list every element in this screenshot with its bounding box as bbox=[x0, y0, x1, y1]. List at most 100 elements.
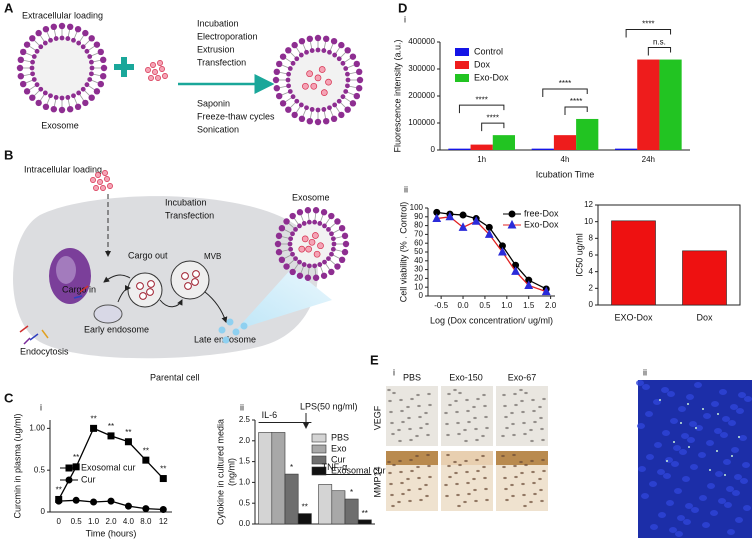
signal bbox=[738, 436, 740, 438]
lipid-head bbox=[314, 34, 322, 42]
lipid-head bbox=[329, 251, 334, 257]
lipid-head bbox=[42, 40, 48, 46]
lipid-head bbox=[50, 23, 58, 31]
lipid-head bbox=[338, 41, 345, 49]
lipid-tail bbox=[333, 254, 340, 259]
cell-nucleus bbox=[410, 397, 414, 401]
lipid-head bbox=[312, 207, 320, 214]
nucleus-stain bbox=[714, 428, 722, 434]
cell-nucleus bbox=[481, 434, 485, 438]
lipid-head bbox=[322, 117, 330, 125]
cell-nucleus bbox=[444, 411, 448, 415]
cargo bbox=[310, 82, 318, 90]
significance-bracket bbox=[625, 29, 672, 38]
data-point bbox=[65, 476, 73, 484]
nucleus-stain bbox=[638, 466, 646, 472]
lipid-head bbox=[312, 219, 318, 225]
cell-nucleus bbox=[408, 427, 412, 431]
lipid-tail bbox=[91, 52, 99, 57]
lipid-head bbox=[99, 72, 107, 80]
cargo-fragments bbox=[19, 285, 89, 345]
cell-label: Parental cell bbox=[150, 372, 200, 382]
bar bbox=[297, 513, 312, 525]
nucleus-stain bbox=[641, 493, 649, 499]
lipid-tail bbox=[46, 31, 51, 39]
lipid-head bbox=[287, 66, 293, 71]
cell-nucleus bbox=[505, 426, 509, 430]
cell-nucleus bbox=[538, 477, 542, 481]
sub-label: ii bbox=[240, 402, 244, 412]
lipid-head bbox=[286, 83, 291, 89]
nucleus-stain bbox=[661, 387, 669, 393]
y-axis-label: Cell viability (% . Control) bbox=[398, 202, 408, 303]
nucleus-stain bbox=[679, 449, 687, 455]
x-tick-label: 4h bbox=[561, 155, 570, 164]
legend-label: Exosomal cur bbox=[331, 465, 386, 475]
method: Electroporation bbox=[197, 31, 258, 41]
cell-nucleus bbox=[530, 439, 534, 443]
cell-nucleus bbox=[541, 438, 545, 442]
lipid-head bbox=[50, 105, 58, 113]
lipid-head bbox=[19, 80, 27, 88]
y-tick-label: 400000 bbox=[408, 37, 435, 46]
lipid-tail bbox=[335, 106, 340, 113]
lipid-tail bbox=[300, 214, 304, 222]
method: Transfection bbox=[197, 57, 246, 67]
lipid-head bbox=[87, 77, 93, 82]
x-tick-label: 1h bbox=[477, 155, 486, 164]
cell-nucleus bbox=[465, 398, 469, 402]
lipid-tail bbox=[294, 218, 299, 225]
cell-nucleus bbox=[426, 453, 430, 457]
vesicle bbox=[146, 288, 154, 296]
signal bbox=[659, 399, 661, 401]
nucleus-stain bbox=[666, 500, 674, 506]
lipid-head bbox=[97, 80, 105, 88]
lipid-head bbox=[334, 218, 341, 225]
data-point bbox=[508, 210, 516, 218]
cell-nucleus bbox=[485, 498, 489, 502]
lipid-head bbox=[35, 29, 42, 37]
cell-nucleus bbox=[455, 482, 459, 486]
cell-nucleus bbox=[407, 416, 411, 420]
lipid-head bbox=[35, 99, 42, 107]
nucleus-stain bbox=[667, 391, 675, 397]
nucleus-stain bbox=[738, 392, 746, 398]
significance: * bbox=[290, 463, 293, 472]
y-tick-label: 300000 bbox=[408, 64, 435, 73]
lipid-head bbox=[338, 256, 346, 264]
lipid-head bbox=[17, 72, 25, 80]
y-tick-label: 2 bbox=[589, 283, 594, 292]
cell-nucleus bbox=[446, 453, 450, 457]
lipid-tail bbox=[279, 71, 287, 75]
data-point bbox=[541, 286, 551, 296]
cell-nucleus bbox=[406, 405, 410, 409]
row-label: VEGF bbox=[372, 405, 382, 430]
nucleus-stain bbox=[646, 454, 654, 460]
lipid-tail bbox=[329, 109, 334, 117]
lipid-head bbox=[336, 98, 342, 104]
bar bbox=[470, 144, 493, 150]
legend-label: PBS bbox=[331, 432, 349, 442]
lipid-head bbox=[321, 48, 327, 53]
cell-nucleus bbox=[540, 427, 544, 431]
x-tick-label: 12 bbox=[159, 517, 168, 526]
y-axis-label: Fluorescence intensity (a.u.) bbox=[392, 39, 402, 152]
lipid-tail bbox=[34, 40, 40, 46]
lipid-head bbox=[58, 22, 66, 30]
lipid-tail bbox=[34, 90, 40, 96]
lipid-head bbox=[341, 232, 349, 240]
lipid-tail bbox=[284, 229, 291, 234]
panel-label: C bbox=[4, 390, 14, 405]
data-point bbox=[458, 222, 468, 231]
data-point bbox=[524, 280, 534, 289]
cell-nucleus bbox=[427, 392, 431, 396]
nucleus-stain bbox=[670, 418, 678, 424]
y-axis-label: (ng/ml) bbox=[226, 458, 236, 486]
cell-nucleus bbox=[387, 460, 391, 464]
legend-swatch bbox=[455, 74, 469, 82]
nucleus-stain bbox=[715, 471, 723, 477]
cell-nucleus bbox=[417, 476, 421, 480]
lipid-head bbox=[340, 60, 346, 66]
lipid-head bbox=[29, 35, 36, 42]
nucleus-stain bbox=[695, 425, 703, 431]
